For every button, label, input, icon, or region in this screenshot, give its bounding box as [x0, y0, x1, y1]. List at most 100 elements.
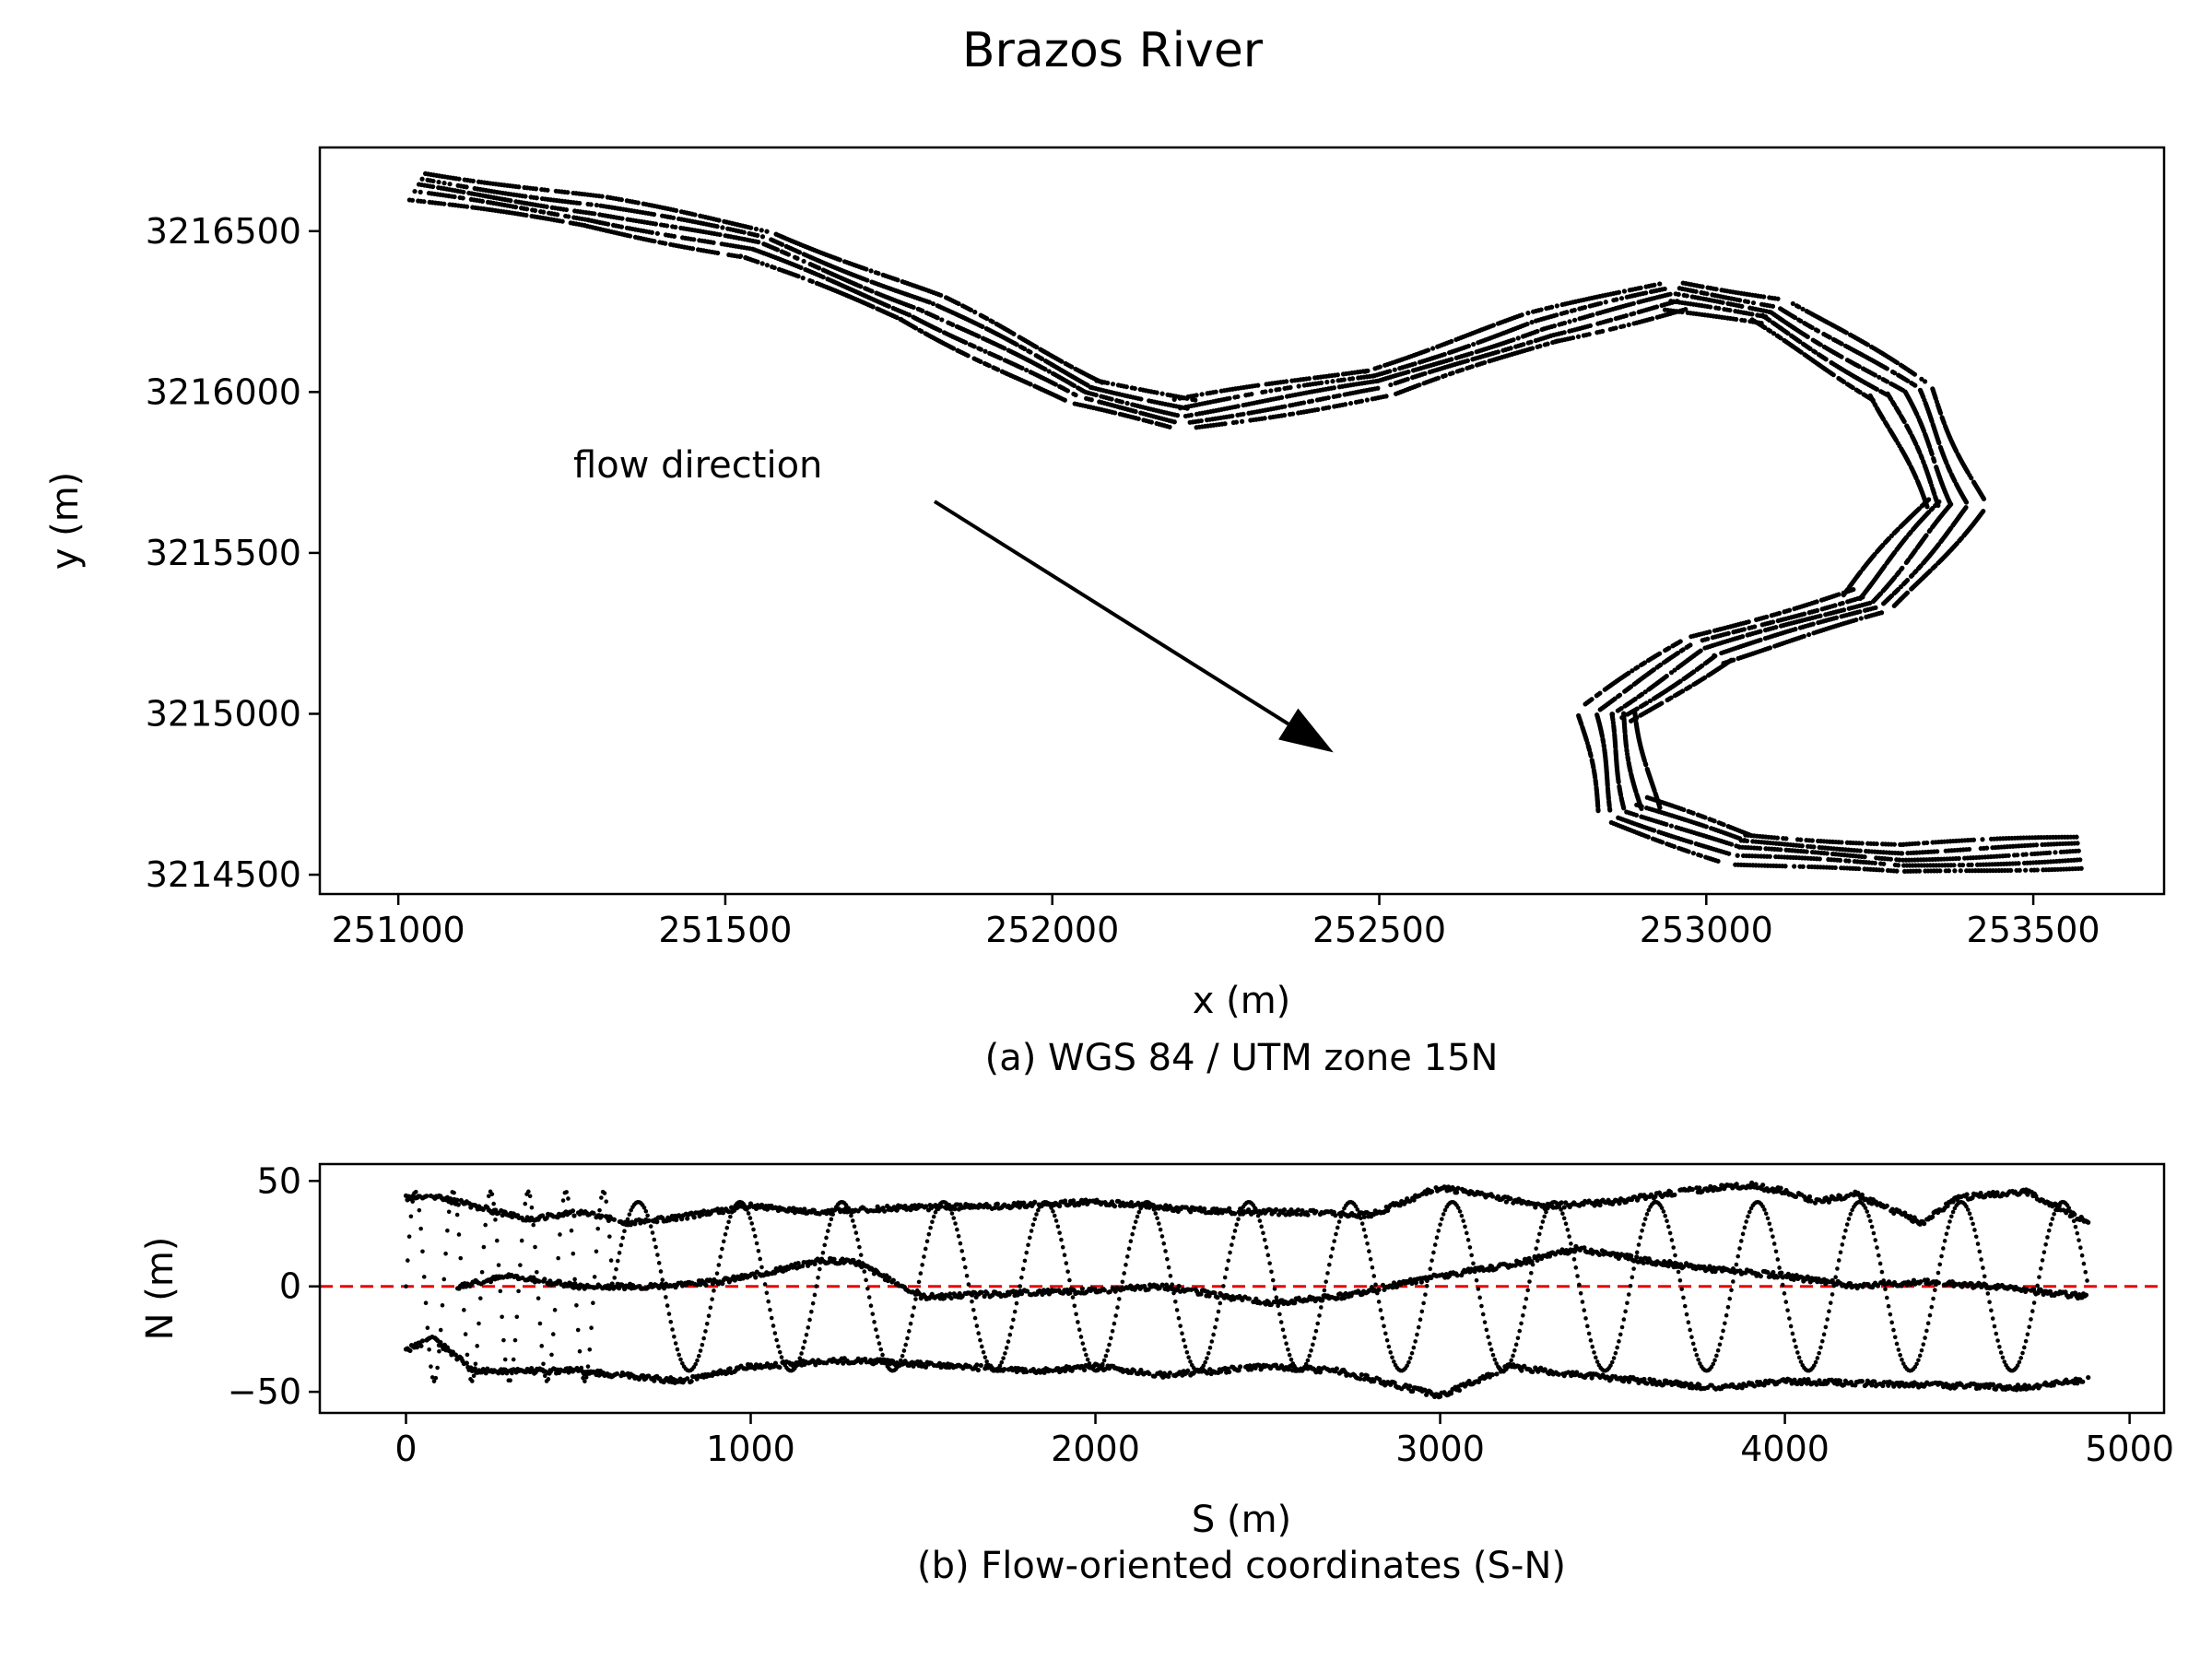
survey-point — [865, 277, 870, 283]
survey-point — [795, 274, 801, 279]
survey-point — [980, 324, 985, 329]
survey-point — [1735, 655, 1741, 661]
survey-point — [2053, 850, 2058, 855]
survey-point — [1768, 328, 1773, 334]
survey-point — [1846, 858, 1852, 864]
survey-point — [1754, 617, 1759, 622]
survey-point — [1365, 368, 1371, 373]
survey-point — [1678, 648, 1684, 653]
survey-point — [1721, 822, 1726, 828]
survey-point — [858, 284, 864, 289]
survey-point — [753, 226, 759, 232]
survey-point — [720, 225, 725, 230]
survey-point — [950, 322, 956, 327]
survey-point — [717, 231, 723, 238]
survey-point — [1335, 372, 1340, 378]
survey-point — [1815, 328, 1821, 334]
survey-point — [976, 334, 982, 339]
survey-point — [1679, 309, 1685, 315]
flow-arrow — [933, 500, 1334, 753]
survey-point — [1686, 849, 1691, 854]
survey-point — [1024, 367, 1030, 373]
survey-point — [464, 184, 469, 190]
survey-point — [1093, 392, 1099, 398]
survey-point — [1347, 400, 1354, 406]
survey-point — [1663, 647, 1668, 653]
survey-point — [800, 275, 806, 281]
survey-point — [456, 176, 462, 182]
survey-point — [1963, 500, 1970, 505]
survey-point — [1819, 606, 1825, 612]
survey-point — [1623, 312, 1629, 319]
flow-direction-label: flow direction — [573, 444, 822, 487]
survey-point — [1519, 312, 1524, 318]
survey-point — [1613, 325, 1618, 331]
survey-point — [1924, 840, 1930, 846]
survey-point — [886, 303, 891, 309]
survey-point — [1859, 841, 1865, 846]
survey-point — [1616, 289, 1622, 295]
survey-point — [1728, 841, 1735, 847]
survey-point — [1747, 625, 1752, 631]
survey-point — [1521, 342, 1526, 347]
survey-point — [419, 176, 425, 182]
survey-point — [1588, 753, 1594, 759]
survey-point — [1630, 300, 1636, 306]
survey-point — [1830, 372, 1836, 378]
survey-point — [1969, 862, 1974, 867]
survey-point — [470, 178, 476, 184]
survey-point — [1881, 861, 1887, 866]
survey-point — [2034, 867, 2041, 873]
survey-point — [1471, 341, 1477, 347]
survey-point — [1364, 397, 1370, 403]
survey-point — [1837, 601, 1843, 606]
survey-point — [1213, 389, 1218, 394]
survey-point — [1716, 305, 1722, 312]
survey-point — [1412, 361, 1418, 367]
survey-point — [673, 224, 678, 229]
survey-point — [1028, 382, 1033, 387]
survey-point — [1823, 612, 1829, 618]
survey-point — [1749, 312, 1755, 317]
survey-point — [1744, 838, 1750, 843]
survey-point — [1668, 670, 1675, 676]
survey-point — [1065, 388, 1071, 394]
survey-point — [1839, 354, 1844, 359]
survey-point — [1750, 300, 1757, 306]
survey-point — [452, 194, 457, 200]
survey-point — [1912, 371, 1918, 377]
survey-point — [1529, 320, 1535, 325]
survey-point — [1626, 322, 1631, 328]
survey-point — [1762, 628, 1769, 633]
survey-point — [1263, 389, 1268, 394]
survey-point — [1425, 347, 1431, 353]
survey-point — [950, 346, 957, 351]
survey-point — [912, 325, 919, 331]
survey-point — [1306, 376, 1312, 382]
survey-point — [430, 183, 436, 190]
survey-point — [1325, 394, 1331, 401]
survey-point — [1633, 665, 1639, 671]
sn-point — [571, 1213, 577, 1218]
survey-point — [1148, 419, 1154, 425]
survey-point — [618, 197, 624, 203]
survey-point — [2077, 857, 2083, 863]
survey-point — [1643, 290, 1649, 296]
survey-point — [1614, 297, 1619, 302]
survey-point — [1980, 837, 1985, 842]
x-tick-label: 253500 — [1967, 910, 2100, 950]
survey-point — [1608, 317, 1614, 323]
survey-point — [1336, 393, 1342, 398]
survey-point — [1813, 349, 1818, 355]
survey-point — [1916, 868, 1923, 874]
survey-point — [869, 288, 875, 294]
flow-arrow-head — [1278, 708, 1334, 753]
survey-point — [1915, 841, 1921, 846]
survey-point — [1319, 380, 1324, 385]
survey-point — [1841, 379, 1847, 384]
survey-point — [1881, 601, 1887, 606]
x-tick-label: 251500 — [658, 910, 792, 950]
survey-point — [1799, 843, 1805, 849]
survey-point — [1645, 834, 1651, 840]
